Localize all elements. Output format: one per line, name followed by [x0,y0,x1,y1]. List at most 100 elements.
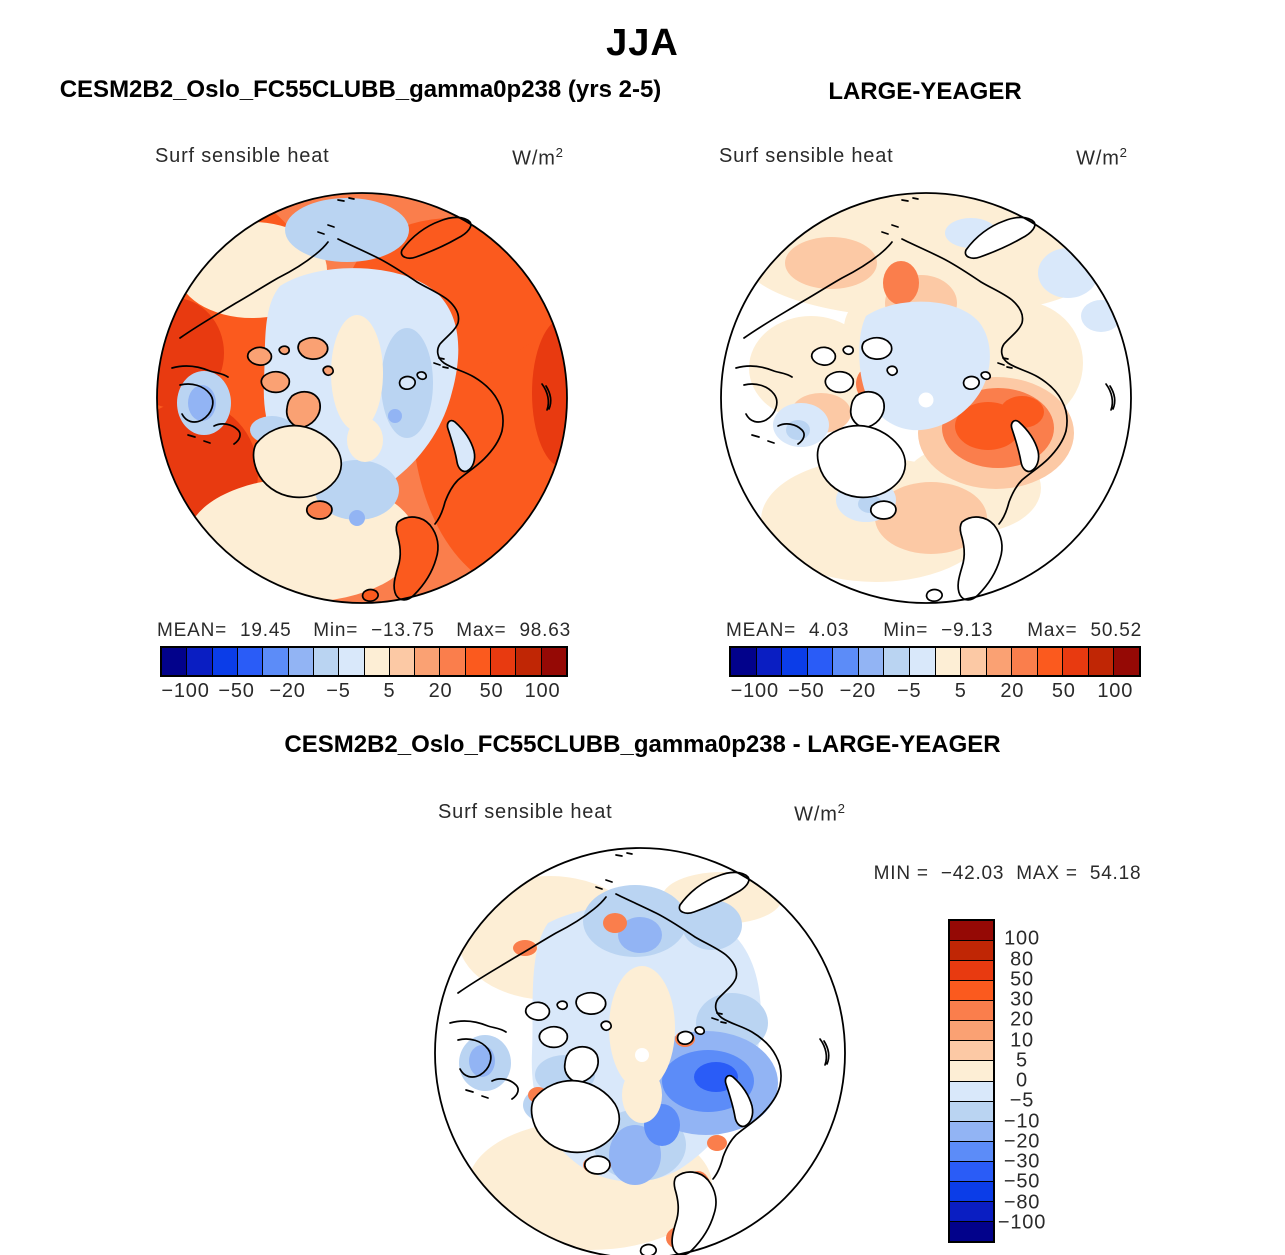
difference-min-label: MIN = [873,863,929,884]
colorbar-cell [781,648,807,675]
reference-colorbar [729,646,1141,677]
model-colorbar-ticks: −100 −50 −20 −5 5 20 50 100 [160,680,568,704]
colorbar-tick-label: 5 [383,680,396,702]
colorbar-cell [363,648,389,675]
colorbar-cell [832,648,858,675]
colorbar-cell [1011,648,1037,675]
reference-panel-title: LARGE-YEAGER [828,78,1022,105]
difference-map [434,847,846,1255]
colorbar-cell [338,648,364,675]
model-stats-row: MEAN= 19.45 Min= −13.75 Max= 98.63 [157,620,571,642]
model-mean-stat: MEAN= 19.45 [157,620,292,641]
colorbar-tick-label: 50 [1051,680,1076,702]
difference-min-value: −42.03 [940,863,1005,884]
colorbar-tick-label: −30 [1003,1150,1041,1173]
reference-units-exponent: 2 [1119,145,1127,160]
difference-field-row: Surf sensible heat W/m2 [438,801,845,827]
colorbar-cell [1062,648,1088,675]
reference-map [720,192,1132,604]
reference-units-label: W/m2 [1076,145,1127,170]
colorbar-cell [287,648,313,675]
colorbar-tick-label: −100 [161,680,210,702]
reference-map-outline [720,192,1132,604]
model-max-stat: Max= 98.63 [456,620,571,641]
colorbar-tick-label: 50 [479,680,504,702]
colorbar-tick-label: 5 [1016,1049,1028,1072]
colorbar-tick-label: −80 [1003,1191,1041,1213]
season-title: JJA [606,22,679,64]
difference-colorbar [948,919,995,1243]
colorbar-cell [262,648,288,675]
colorbar-cell [950,1020,993,1041]
model-field-row: Surf sensible heat W/m2 [155,145,563,171]
colorbar-cell [1113,648,1139,675]
colorbar-cell [950,1000,993,1021]
colorbar-tick-label: −20 [1003,1130,1041,1153]
model-map-outline [156,192,568,604]
reference-max-stat: Max= 50.52 [1027,620,1142,641]
colorbar-cell [540,648,566,675]
colorbar-cell [162,648,187,675]
colorbar-tick-label: 100 [1004,927,1040,950]
colorbar-cell [950,980,993,1001]
colorbar-cell [985,648,1012,675]
colorbar-cell [950,1220,993,1241]
colorbar-cell [806,648,833,675]
reference-colorbar-ticks: −100 −50 −20 −5 5 20 50 100 [729,680,1141,704]
difference-max-label: MAX = [1016,863,1078,884]
model-field-label: Surf sensible heat [155,145,330,167]
colorbar-cell [211,648,237,675]
colorbar-cell [755,648,782,675]
colorbar-tick-label: 80 [1010,948,1034,970]
colorbar-tick-label: −100 [730,680,779,702]
colorbar-cell [312,648,339,675]
colorbar-cell [950,1120,993,1141]
model-min-stat: Min= −13.75 [313,620,435,641]
colorbar-cell [950,1200,993,1221]
colorbar-tick-label: 100 [524,680,561,702]
colorbar-cell [950,1160,993,1181]
colorbar-cell [515,648,541,675]
difference-colorbar-ticks: 100 80 50 30 20 10 5 0 −5 −10 −20 −30 −50 −80 −100 [994,919,1064,1243]
colorbar-cell [960,648,986,675]
colorbar-cell [950,940,993,961]
colorbar-tick-label: −5 [1009,1089,1035,1112]
colorbar-tick-label: 20 [428,680,453,702]
colorbar-tick-label: −50 [1003,1170,1041,1193]
reference-field-row: Surf sensible heat W/m2 [719,145,1127,171]
model-units-label: W/m2 [512,145,563,170]
difference-minmax-row: MIN = −42.03 MAX = 54.18 [860,863,1155,885]
colorbar-cell [490,648,516,675]
colorbar-cell [908,648,935,675]
colorbar-tick-label: −20 [269,680,306,702]
colorbar-tick-label: −20 [839,680,876,702]
colorbar-cell [1036,648,1063,675]
colorbar-cell [464,648,491,675]
difference-units-exponent: 2 [837,801,845,816]
colorbar-cell [950,960,993,981]
difference-panel-title: CESM2B2_Oslo_FC55CLUBB_gamma0p238 - LARG… [284,731,1001,758]
colorbar-cell [857,648,884,675]
difference-units-label: W/m2 [794,801,845,826]
reference-stats-row: MEAN= 4.03 Min= −9.13 Max= 50.52 [726,620,1142,642]
model-map [156,192,568,604]
difference-map-outline [434,847,846,1255]
colorbar-cell [414,648,440,675]
colorbar-cell [934,648,961,675]
model-units-exponent: 2 [555,145,563,160]
colorbar-cell [439,648,465,675]
colorbar-cell [1087,648,1114,675]
colorbar-cell [950,1040,993,1061]
model-panel-title: CESM2B2_Oslo_FC55CLUBB_gamma0p238 (yrs 2… [59,76,662,103]
reference-min-stat: Min= −9.13 [883,620,994,641]
colorbar-tick-label: 20 [1000,680,1025,702]
colorbar-cell [388,648,415,675]
colorbar-cell [950,1100,993,1121]
colorbar-tick-label: 20 [1010,1008,1034,1031]
colorbar-cell [950,1060,993,1081]
reference-field-label: Surf sensible heat [719,145,894,167]
difference-max-value: 54.18 [1089,863,1142,884]
colorbar-tick-label: 10 [1010,1029,1034,1051]
colorbar-cell [950,1180,993,1201]
